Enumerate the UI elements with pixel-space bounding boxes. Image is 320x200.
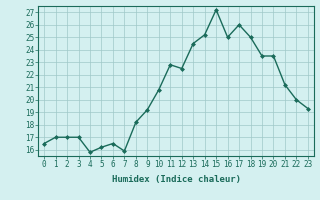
X-axis label: Humidex (Indice chaleur): Humidex (Indice chaleur) [111, 175, 241, 184]
